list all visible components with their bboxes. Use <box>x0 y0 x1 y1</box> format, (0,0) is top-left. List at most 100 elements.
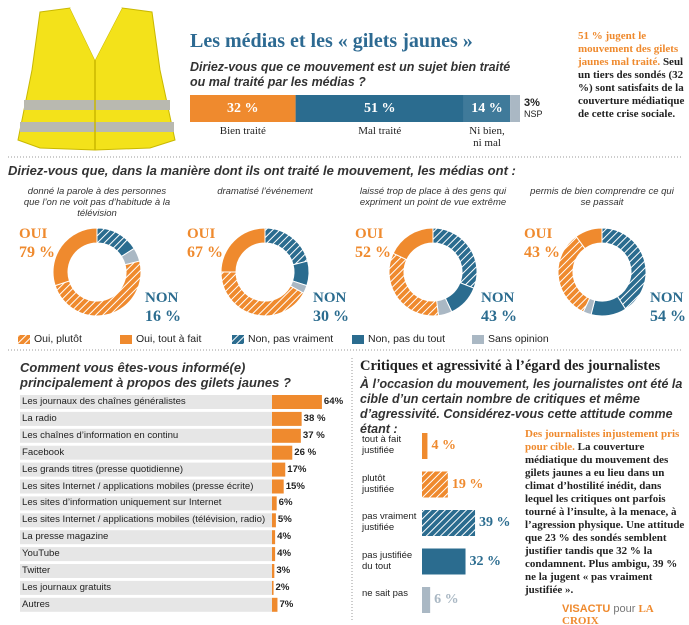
source-label: Les sites d’information uniquement sur I… <box>22 497 222 509</box>
oui-value: 79 % <box>19 244 55 261</box>
bar-value-label: 37 % <box>302 429 325 441</box>
source-label: La presse magazine <box>22 531 109 543</box>
note-highlight: Des journalistes injustement pris pour c… <box>525 428 680 453</box>
source-label: Facebook <box>22 446 65 458</box>
donut-segment <box>220 271 305 317</box>
donut-segment <box>392 227 434 261</box>
bar <box>422 548 466 575</box>
bar-value-label: 4 % <box>431 438 456 453</box>
source-label: Les sites Internet / applications mobile… <box>22 480 254 492</box>
bar <box>272 479 284 494</box>
bar-value-label: 3% <box>524 97 540 109</box>
legend-label: Oui, plutôt <box>34 333 82 345</box>
donut-caption: laissé trop de place à des gens qui expr… <box>359 186 507 208</box>
footer: VISACTU pour LA CROIX <box>562 603 689 625</box>
row-band <box>20 530 272 545</box>
donut-segment <box>264 227 309 266</box>
bar-value-label: 4% <box>277 531 291 543</box>
bar-value-label: 7% <box>279 598 294 610</box>
bar-category-label: NSP <box>524 109 543 119</box>
bar <box>272 445 293 460</box>
critiques-intro: À l’occasion du mouvement, les journalis… <box>360 377 683 436</box>
source-label: YouTube <box>22 548 60 560</box>
oui-value: 43 % <box>524 244 560 261</box>
sources-question: Comment vous êtes-vous informé(e) princi… <box>20 360 291 390</box>
legend-label: Oui, tout à fait <box>136 333 202 345</box>
bar-value-label: 15% <box>285 480 305 492</box>
legend-swatch <box>232 335 244 344</box>
row-band <box>20 496 272 511</box>
donut-segment <box>54 260 142 317</box>
source-label: Les grands titres (presse quotidienne) <box>22 463 184 475</box>
row-band <box>20 428 272 443</box>
legend-swatch <box>472 335 484 344</box>
non-label: NON <box>481 290 515 306</box>
non-value: 43 % <box>481 308 517 325</box>
critique-label: ne sait pas <box>362 588 408 599</box>
bar-value-label: 3% <box>276 565 291 576</box>
bar <box>272 547 276 562</box>
row-band <box>20 479 272 494</box>
bar <box>272 411 302 426</box>
paper: LA CROIX <box>562 603 654 625</box>
bar <box>422 510 476 536</box>
row-band <box>20 580 272 595</box>
row-band <box>20 395 272 409</box>
non-value: 54 % <box>650 308 686 325</box>
bar-value-label: 17% <box>287 463 307 475</box>
bar-value-label: 38 % <box>303 412 326 424</box>
note-text: La couverture médiatique du mouvement de… <box>525 441 685 596</box>
bar <box>272 428 301 443</box>
footer-sep: pour <box>613 603 636 615</box>
non-value: 16 % <box>145 308 181 325</box>
donut-segment <box>575 227 603 250</box>
source-label: Twitter <box>22 565 51 576</box>
bar-segment <box>463 95 511 122</box>
title: Les médias et les « gilets jaunes » <box>190 30 473 52</box>
non-label: NON <box>145 290 179 306</box>
non-value: 30 % <box>313 308 349 325</box>
row-band <box>20 564 272 578</box>
row-band <box>20 547 272 562</box>
critique-label: plutôt justifiée <box>362 472 395 495</box>
bar-value-label: 2% <box>275 581 290 593</box>
bar-category-label: Mal traité <box>358 125 402 137</box>
bar-value-label: 26 % <box>294 446 317 458</box>
bar <box>272 564 275 578</box>
legend-swatch <box>18 335 30 344</box>
critiques-note: Des journalistes injustement pris pour c… <box>525 428 685 597</box>
bar-value-label: 6 % <box>434 592 459 607</box>
bar-value-label: 19 % <box>451 476 484 492</box>
bar-value-label: 6% <box>278 497 293 509</box>
bar <box>272 496 277 511</box>
bar-value-label: 32 % <box>469 553 502 569</box>
bar-segment <box>295 95 464 122</box>
source-label: Les sites Internet / applications mobile… <box>22 514 266 526</box>
bar-value-label: 5% <box>277 514 292 526</box>
donut-segment <box>220 227 266 273</box>
bar <box>422 471 448 498</box>
source-label: Les journaux gratuits <box>22 581 112 593</box>
donut-segment <box>388 252 440 317</box>
non-label: NON <box>313 290 347 306</box>
oui-label: OUI <box>524 226 553 242</box>
bar-value-label: 64% <box>323 396 344 407</box>
bar <box>272 580 274 595</box>
brand: VISACTU <box>562 603 611 615</box>
vest-illustration <box>17 7 176 151</box>
legend-swatch <box>120 335 132 344</box>
oui-label: OUI <box>187 226 216 242</box>
row-band <box>20 513 272 528</box>
question: Diriez-vous que ce mouvement est un suje… <box>190 60 511 89</box>
bar-segment <box>190 95 296 122</box>
bar-value-label: 14 % <box>471 101 503 116</box>
legend-swatch <box>352 335 364 344</box>
source-label: Autres <box>22 598 50 610</box>
bar <box>272 597 278 612</box>
non-label: NON <box>650 290 684 306</box>
oui-label: OUI <box>355 226 384 242</box>
bar-value-label: 32 % <box>227 101 259 116</box>
source-label: Les chaînes d’information en continu <box>22 429 179 441</box>
